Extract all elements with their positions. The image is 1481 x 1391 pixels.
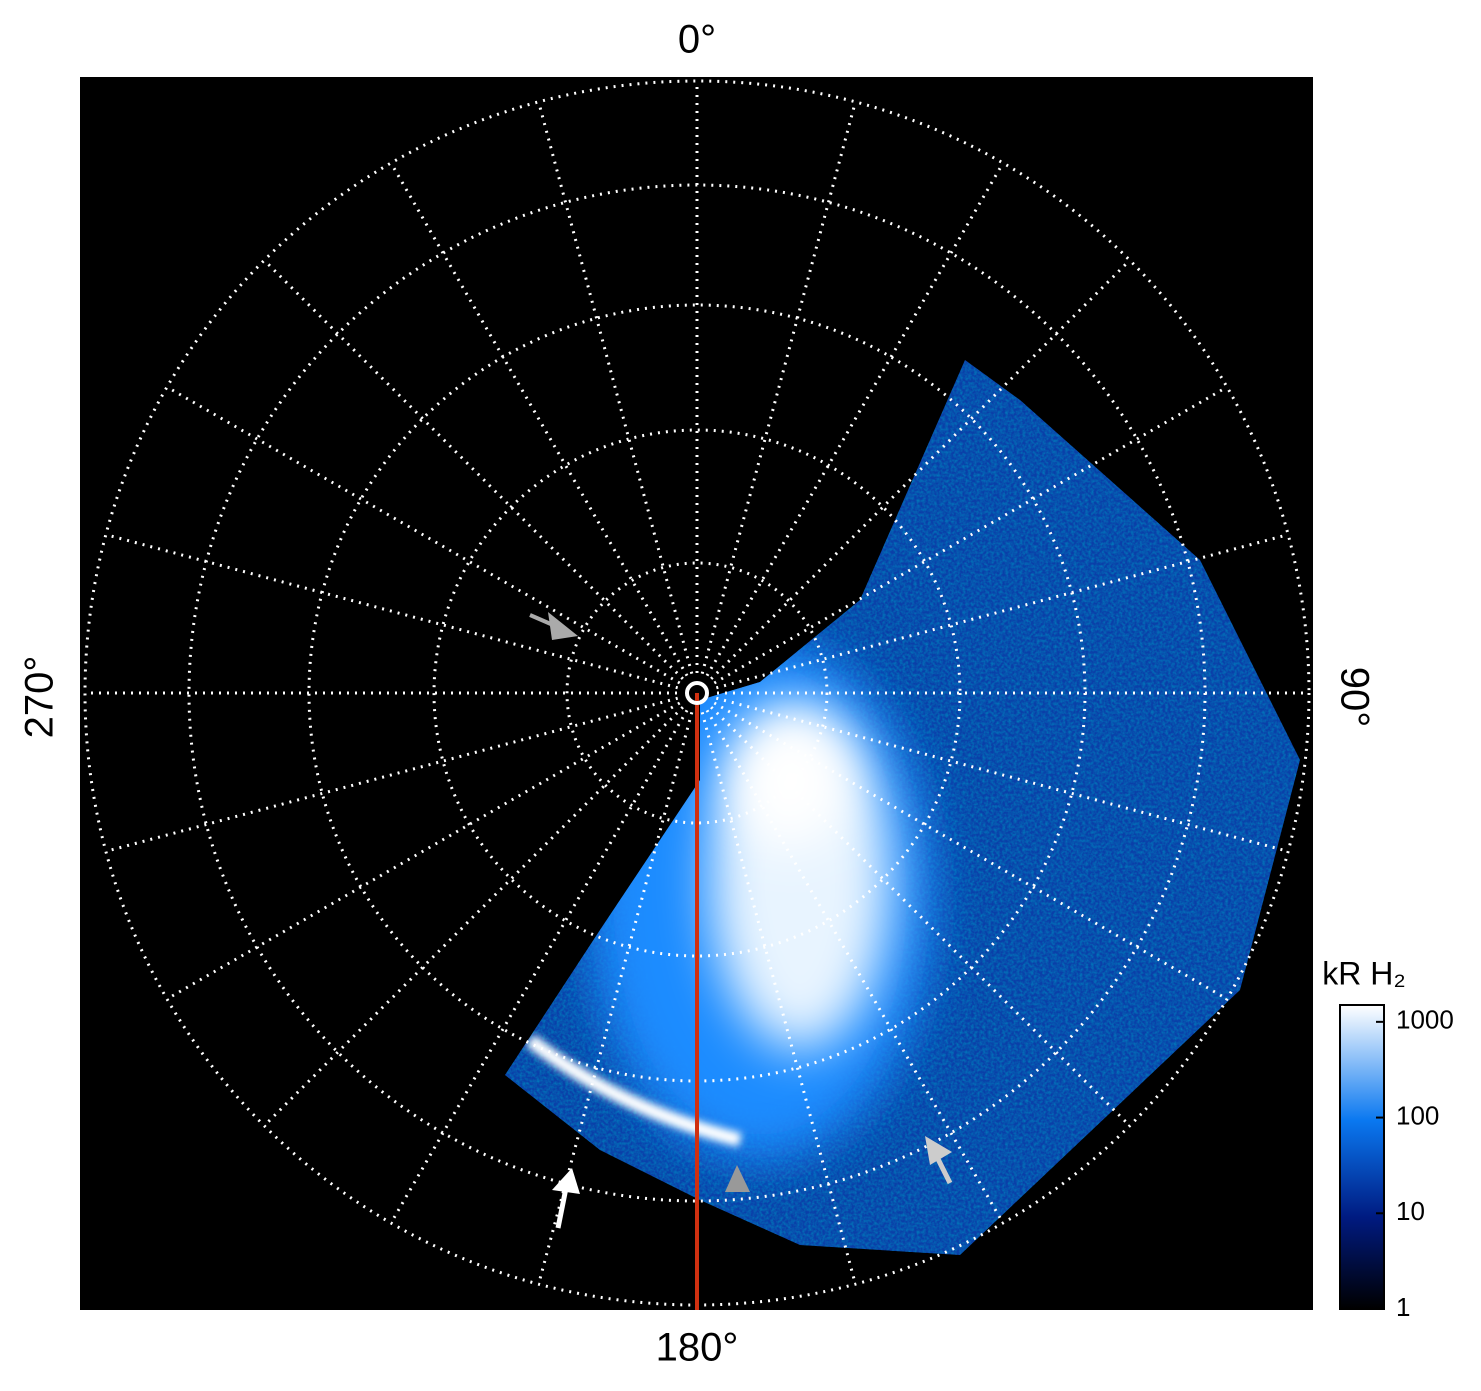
angle-label: 0° [678, 18, 716, 62]
grid-spoke [263, 259, 684, 680]
colorbar-ticks: 1 10 100 1000 [1376, 1005, 1454, 1322]
grid-spoke [105, 533, 679, 690]
colorbar-tick-label: 100 [1396, 1100, 1439, 1130]
arrows [529, 612, 953, 1229]
grid-spoke [700, 711, 857, 1285]
grid-spoke [166, 385, 681, 685]
angle-label: 90° [1332, 667, 1376, 728]
grid-spoke [705, 709, 1005, 1224]
grid-spoke [705, 162, 1005, 677]
colorbar-tick-label: 10 [1396, 1196, 1425, 1226]
colorbar-title: kR H₂ [1322, 955, 1406, 991]
grid-spoke [263, 706, 684, 1127]
grid-spoke [105, 696, 679, 853]
grid-spoke [715, 533, 1289, 690]
grid-spoke [710, 259, 1131, 680]
grid-spoke [537, 711, 694, 1285]
grid-spoke [537, 101, 694, 675]
grid-spoke [713, 385, 1228, 685]
grid-spoke [715, 696, 1289, 853]
grid-spoke [166, 701, 681, 1001]
angle-label: 180° [656, 1326, 739, 1370]
grid-circle [432, 428, 962, 958]
angle-label: 270° [18, 656, 62, 739]
grid-spoke [710, 706, 1131, 1127]
grid-spoke [713, 701, 1228, 1001]
colorbar [1339, 1004, 1385, 1310]
pole-marker [685, 681, 709, 705]
grid-spoke [389, 709, 689, 1224]
grid-spoke [700, 101, 857, 675]
grid-spoke [389, 162, 689, 677]
grid-circle [565, 561, 829, 825]
colorbar-tick-label: 1 [1396, 1292, 1410, 1322]
colorbar-tick-label: 1000 [1396, 1005, 1454, 1035]
